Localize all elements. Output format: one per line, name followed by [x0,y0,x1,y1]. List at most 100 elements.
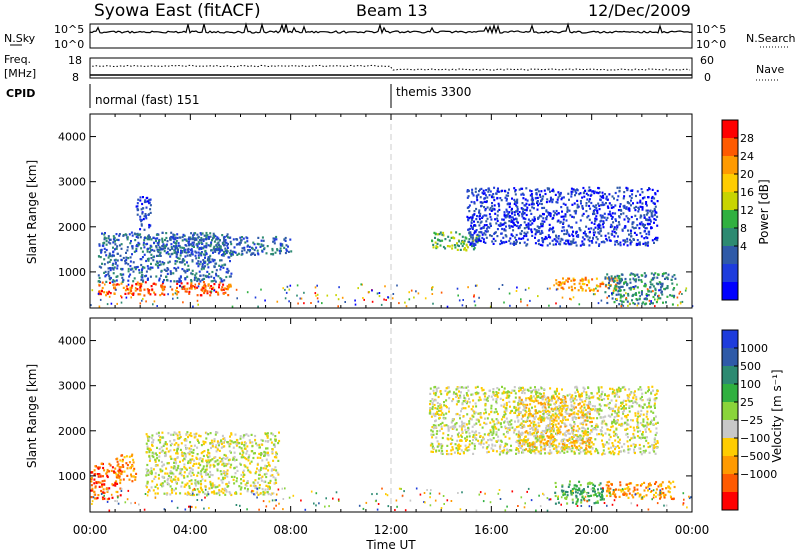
data-cell [608,282,610,285]
data-cell [219,277,222,280]
data-cell [443,417,446,420]
data-cell [510,225,513,228]
data-cell [637,388,640,391]
data-cell [655,301,658,304]
data-cell [520,300,522,303]
data-cell [619,293,622,296]
data-cell [221,459,224,462]
data-cell [564,213,567,216]
data-cell [235,442,238,445]
data-cell [645,236,648,239]
data-cell [104,283,106,286]
data-cell [620,280,623,283]
data-cell [629,273,632,276]
data-cell [563,229,566,232]
data-cell [147,234,150,237]
data-cell [163,463,165,466]
data-cell [275,469,278,472]
nsky-label: N.Sky [4,32,36,45]
data-cell [241,441,244,444]
data-cell [608,287,611,290]
data-cell [159,470,162,473]
data-cell [653,404,656,407]
data-cell [152,256,155,259]
data-cell [200,247,203,250]
colorbar-tick-label: 4 [740,240,747,253]
data-cell [503,301,505,304]
data-cell [488,188,491,191]
data-cell [500,232,503,235]
data-cell [597,390,600,393]
data-cell [272,443,275,446]
data-cell [227,269,230,272]
data-cell [120,454,123,457]
data-cell [641,302,644,305]
data-cell [637,210,640,213]
data-cell [481,236,484,240]
data-cell [575,209,578,212]
data-cell [126,246,129,249]
data-cell [156,254,158,257]
data-cell [471,234,474,237]
data-cell [479,443,482,446]
data-cell [631,223,634,226]
data-cell [638,447,641,450]
data-cell [114,262,117,265]
data-cell [467,195,470,198]
data-cell [231,458,234,461]
data-cell [617,395,620,398]
data-cell [583,283,586,286]
data-cell [529,299,531,302]
data-cell [175,240,178,243]
data-cell [590,392,593,395]
data-cell [156,492,159,495]
data-cell [527,389,530,392]
data-cell [140,247,143,250]
data-cell [156,487,159,490]
data-cell [222,491,225,495]
data-cell [555,414,558,417]
data-cell [273,456,276,459]
data-cell [623,191,626,194]
data-cell [452,392,455,396]
data-cell [101,232,103,235]
data-cell [589,189,592,192]
data-cell [571,394,574,397]
data-cell [588,204,591,208]
data-cell [466,435,468,438]
data-cell [652,295,655,299]
data-cell [175,251,178,254]
data-cell [610,275,613,278]
data-cell [643,284,646,288]
data-cell [108,260,111,263]
data-cell [434,241,437,244]
data-cell [240,456,243,459]
data-cell [179,261,182,264]
data-cell [220,278,223,281]
data-cell [147,491,150,494]
data-cell [648,428,651,431]
data-cell [133,250,136,253]
data-cell [208,455,211,458]
data-cell [176,286,178,289]
data-cell [136,233,139,236]
data-cell [661,273,664,276]
data-cell [583,449,586,452]
data-cell [471,240,474,243]
data-cell [221,264,224,267]
data-cell [593,190,596,193]
data-cell [656,215,659,218]
data-cell [155,245,158,248]
data-cell [234,492,236,495]
data-cell [104,232,106,235]
data-cell [588,244,591,247]
data-cell [495,431,498,434]
data-cell [213,258,216,262]
data-cell [135,249,138,253]
data-cell [127,267,130,271]
data-cell [480,439,483,442]
data-cell [200,483,202,486]
data-cell [213,276,216,280]
data-cell [473,242,475,245]
data-cell [114,243,117,246]
